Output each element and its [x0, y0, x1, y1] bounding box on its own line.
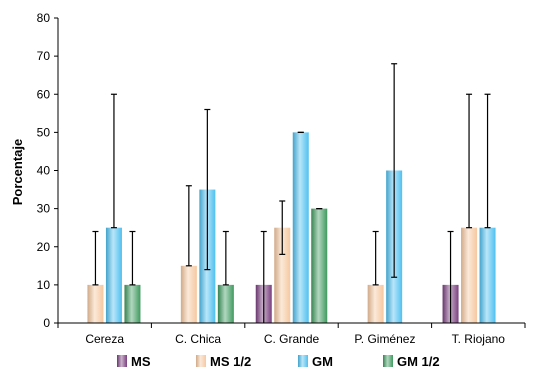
- legend: MS MS 1/2 GM GM 1/2: [117, 354, 440, 369]
- legend-label: GM: [312, 354, 333, 369]
- y-tick-label: 30: [37, 202, 51, 216]
- category-label: P. Giménez: [354, 332, 415, 346]
- bar-gm-4: [479, 227, 496, 323]
- category-label: C. Chica: [175, 332, 221, 346]
- legend-label: MS 1/2: [210, 354, 251, 369]
- legend-swatch: [117, 355, 127, 367]
- bar-ms12-1: [180, 265, 197, 323]
- bar-ms12-0: [87, 284, 104, 323]
- bar-ms12-3: [367, 284, 384, 323]
- category-labels: Cereza C. Chica C. Grande P. Giménez T. Rioj…: [85, 332, 505, 346]
- y-tick-label: 50: [37, 125, 51, 139]
- y-axis-label: Porcentaje: [10, 139, 25, 205]
- legend-swatch: [383, 355, 393, 367]
- bars: [87, 132, 496, 323]
- axes: [57, 18, 526, 328]
- error-bars: [92, 63, 491, 323]
- category-label: C. Grande: [264, 332, 320, 346]
- legend-label: GM 1/2: [397, 354, 440, 369]
- y-tick-label: 20: [37, 240, 51, 254]
- y-tick-label: 80: [37, 11, 51, 25]
- bar-gm-2: [292, 132, 309, 323]
- bar-gm12-0: [124, 284, 141, 323]
- bar-gm12-2: [311, 208, 328, 323]
- legend-label: MS: [131, 354, 151, 369]
- category-label: Cereza: [85, 332, 124, 346]
- y-tick-label: 40: [37, 164, 51, 178]
- y-tick-label: 60: [37, 87, 51, 101]
- y-axis-ticks: 0 10 20 30 40 50 60 70 80: [37, 11, 58, 330]
- bar-ms12-2: [274, 227, 291, 323]
- legend-swatch: [298, 355, 308, 367]
- bar-ms12-4: [461, 227, 478, 323]
- bar-gm-0: [105, 227, 122, 323]
- y-tick-label: 70: [37, 49, 51, 63]
- y-tick-label: 0: [43, 316, 50, 330]
- legend-swatch: [196, 355, 206, 367]
- y-tick-label: 10: [37, 278, 51, 292]
- bar-gm12-1: [217, 284, 234, 323]
- y-axis-label-group: Porcentaje: [10, 139, 25, 205]
- category-label: T. Riojano: [452, 332, 506, 346]
